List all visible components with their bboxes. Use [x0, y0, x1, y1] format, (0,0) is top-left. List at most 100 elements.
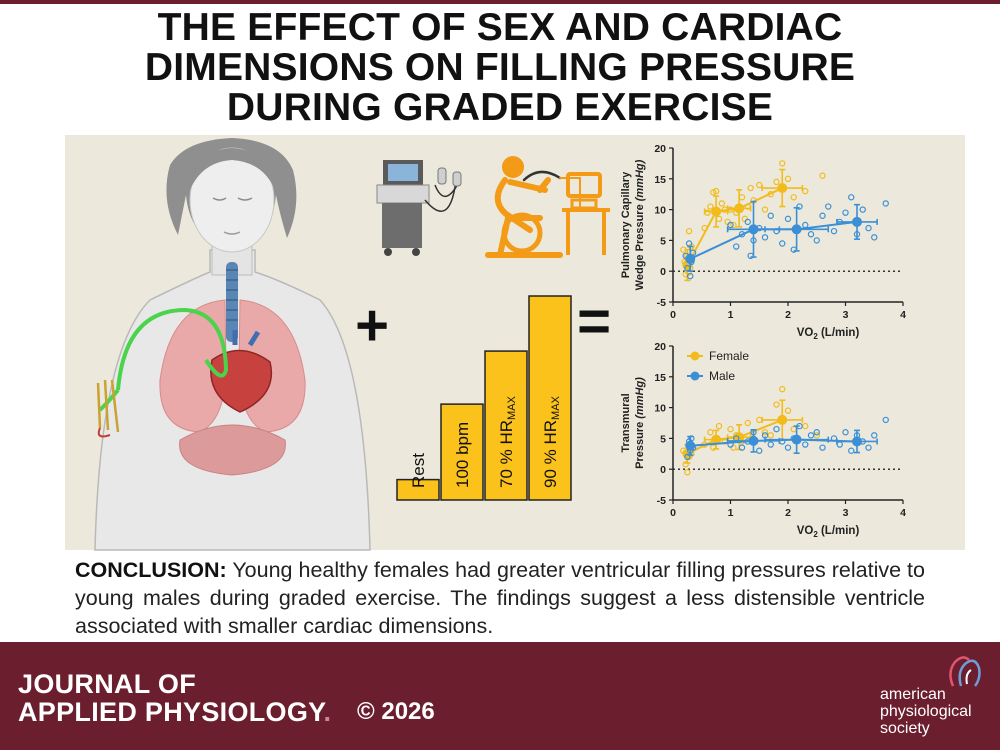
data-point-series-1: [796, 203, 803, 210]
data-point-series-1: [842, 209, 849, 216]
data-point-series-1: [779, 240, 786, 247]
y-tick-label: 20: [654, 143, 666, 155]
data-point-series-1: [784, 215, 792, 223]
data-point-series-1: [802, 441, 809, 448]
data-point-series-0: [718, 200, 726, 207]
society-line-3: society: [880, 720, 930, 737]
mean-point-series-1: [685, 253, 696, 264]
exercise-stage-bars: Rest 100 bpm 70 % HRMAX 90 % HRMAX: [396, 295, 572, 501]
legend-label-0: Female: [709, 349, 749, 363]
conclusion-paragraph: CONCLUSION: Young healthy females had gr…: [75, 556, 925, 640]
data-point-series-0: [727, 425, 734, 433]
data-point-series-0: [773, 178, 780, 186]
y-axis-label-line-2: Pressure (mmHg): [634, 377, 646, 469]
data-point-series-1: [848, 447, 855, 454]
y-axis-label-line-1: Pulmonary Capillary: [620, 171, 632, 278]
data-point-series-1: [830, 227, 838, 235]
y-tick-label: 15: [654, 174, 666, 186]
mean-point-series-1: [791, 434, 802, 445]
y-axis-label-line-1: Transmural: [620, 393, 632, 452]
copyright-text: © 2026: [357, 698, 435, 725]
data-point-series-0: [685, 227, 693, 235]
mean-point-series-1: [748, 224, 759, 235]
x-tick-label: 1: [728, 309, 734, 321]
mean-point-series-0: [734, 203, 745, 214]
data-point-series-1: [842, 429, 849, 436]
data-point-series-0: [747, 184, 754, 192]
data-point-series-0: [715, 215, 723, 223]
data-point-series-0: [790, 425, 797, 433]
stage-bar-3: [528, 295, 572, 501]
equals-symbol: =: [577, 289, 611, 354]
conclusion-text: Young healthy females had greater ventri…: [75, 558, 925, 638]
transmural-chart: -5 0 5 10 15 20 0 1 2 3 4 VO2 (L/min) Transmural Pres…: [620, 341, 906, 539]
y-tick-label: 5: [660, 433, 666, 445]
data-point-series-0: [682, 461, 689, 468]
x-tick-label: 4: [900, 507, 906, 519]
x-axis-label: VO2 (L/min): [797, 327, 860, 341]
data-point-series-1: [825, 203, 832, 210]
legend-marker-1: [690, 371, 700, 381]
stage-bar-1: [440, 403, 484, 501]
data-point-series-0: [773, 401, 780, 408]
society-logo-icon: [949, 656, 981, 687]
data-point-series-1: [819, 212, 826, 219]
data-point-series-1: [802, 221, 809, 229]
x-tick-label: 1: [728, 507, 734, 519]
top-accent-bar: [0, 0, 1000, 4]
x-axis-label: VO2 (L/min): [797, 525, 860, 539]
society-name: american physiological society: [880, 686, 972, 737]
data-point-series-0: [684, 469, 691, 476]
data-point-series-0: [802, 422, 809, 430]
mean-point-series-0: [777, 183, 788, 194]
data-point-series-0: [744, 419, 751, 427]
title-line-1: THE EFFECT OF SEX AND CARDIAC: [157, 6, 843, 49]
data-point-series-1: [882, 200, 889, 207]
data-point-series-1: [865, 224, 872, 232]
data-point-series-1: [773, 425, 780, 433]
data-point-series-1: [744, 218, 751, 226]
data-point-series-0: [767, 432, 774, 439]
conclusion-label: CONCLUSION:: [75, 558, 227, 582]
legend-label-1: Male: [709, 369, 735, 383]
data-point-series-1: [767, 441, 774, 448]
y-tick-label: 0: [660, 266, 666, 278]
data-point-series-1: [836, 441, 843, 448]
footer-bar: JOURNAL OF APPLIED PHYSIOLOGY. © 2026 am…: [0, 642, 1000, 750]
x-tick-label: 4: [900, 309, 906, 321]
y-tick-label: 10: [654, 205, 666, 217]
trachea: [226, 262, 238, 342]
data-point-series-0: [756, 416, 763, 424]
journal-mark: .: [323, 697, 332, 727]
data-point-series-1: [813, 237, 820, 244]
data-point-series-1: [687, 272, 694, 280]
data-point-series-1: [738, 444, 746, 451]
data-point-series-1: [761, 234, 769, 241]
x-tick-label: 2: [785, 507, 791, 519]
data-point-series-1: [871, 432, 878, 439]
data-point-series-0: [707, 429, 714, 436]
data-point-series-1: [733, 243, 740, 250]
journal-line-2: APPLIED PHYSIOLOGY.: [18, 697, 332, 727]
mean-point-series-1: [685, 440, 696, 451]
legend-marker-0: [690, 351, 700, 361]
y-tick-label: -5: [657, 495, 666, 507]
data-point-series-0: [761, 429, 769, 436]
society-line-2: physiological: [880, 703, 972, 720]
y-tick-label: 5: [660, 235, 666, 247]
data-point-series-1: [813, 429, 820, 436]
catheter: [96, 307, 229, 438]
data-point-series-1: [727, 221, 734, 229]
data-point-series-0: [730, 221, 737, 229]
data-point-series-0: [779, 385, 786, 393]
data-point-series-0: [761, 206, 769, 213]
mean-point-series-1: [852, 216, 862, 227]
data-point-series-0: [779, 160, 786, 167]
mean-point-series-1: [791, 224, 802, 235]
data-point-series-0: [802, 187, 809, 195]
data-point-series-1: [865, 444, 872, 451]
data-point-series-1: [871, 234, 878, 241]
data-point-series-1: [807, 432, 815, 439]
y-tick-label: 10: [654, 403, 666, 415]
